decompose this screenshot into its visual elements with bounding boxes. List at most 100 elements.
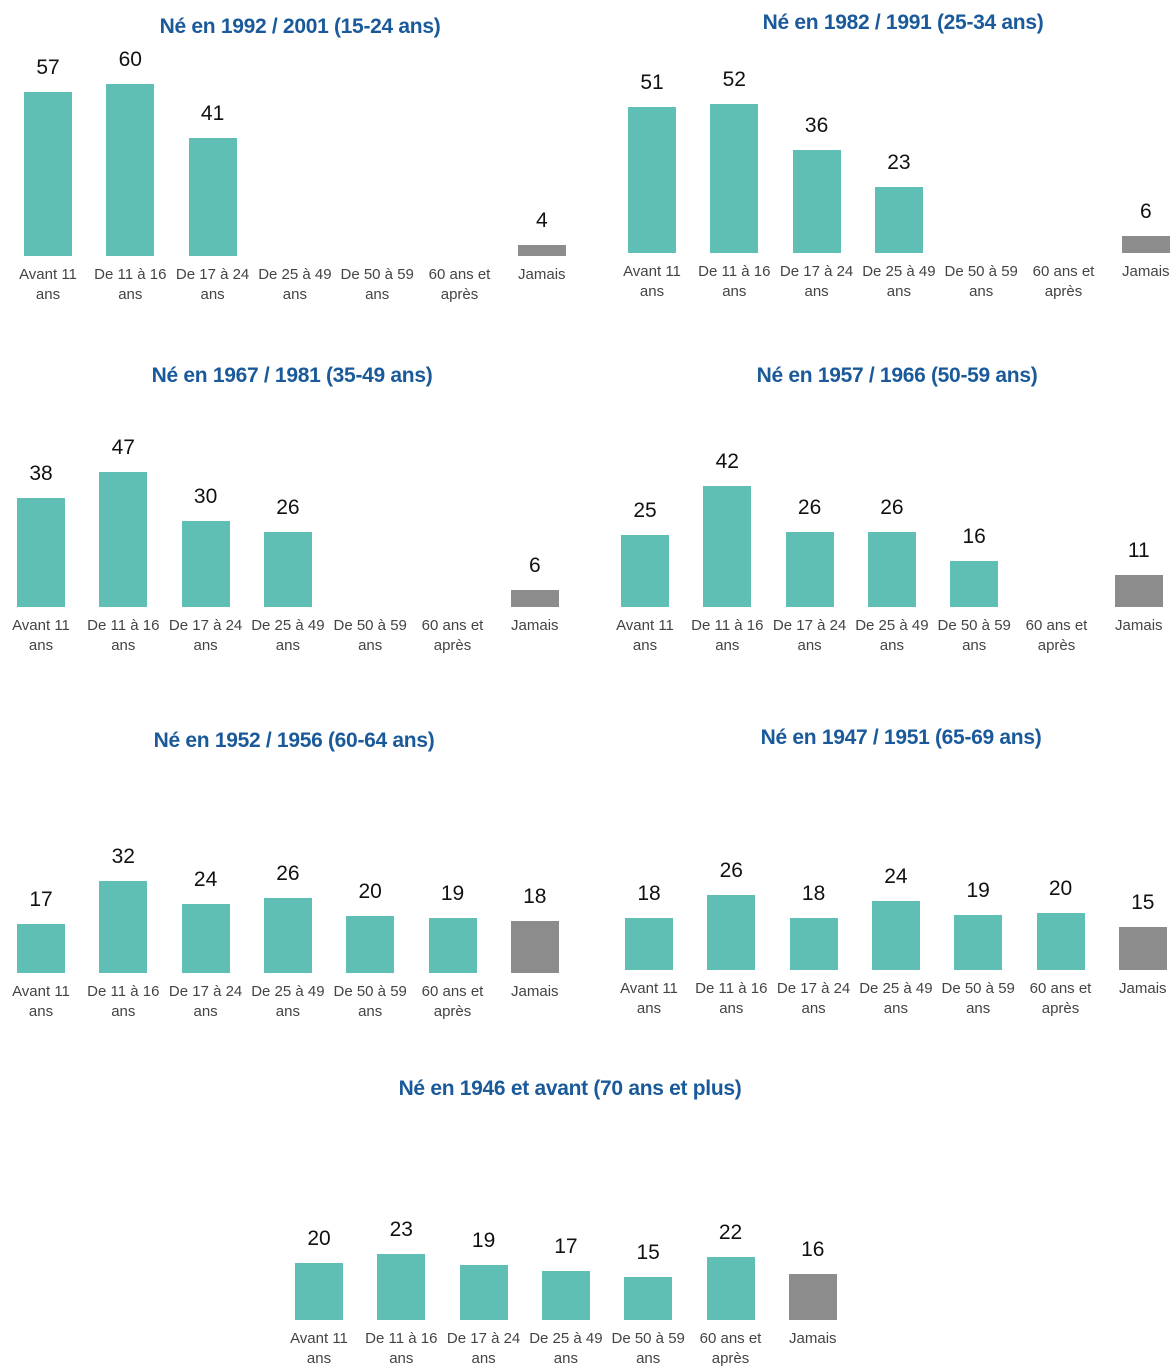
category-label: De 25 à 49 ans [258,266,332,303]
bar [1118,926,1167,970]
category-label: De 11 à 16 ans [87,617,160,654]
bar [703,486,752,607]
category-label: Jamais [511,983,559,1000]
bar [785,532,834,607]
value-label: 26 [797,496,822,520]
category-label: De 50 à 59 ans [333,617,407,654]
value-label: 19 [966,879,990,903]
value-label: 36 [804,113,829,137]
bar [99,881,148,973]
chart-title: Né en 1946 et avant (70 ans et plus) [398,1077,742,1100]
category-label: Avant 11 ans [623,263,681,300]
value-label: 22 [718,1220,743,1244]
category-label: Avant 11 ans [12,983,70,1020]
bar [874,186,923,253]
bar [628,106,676,253]
value-label: 26 [880,496,904,520]
bar [710,103,759,253]
chart-title: Né en 1982 / 1991 (25-34 ans) [762,11,1044,34]
bar [181,520,230,607]
value-label: 20 [307,1226,331,1250]
category-label: De 25 à 49 ans [529,1330,603,1367]
category-label: De 11 à 16 ans [695,980,768,1017]
bar [517,244,566,256]
bar [181,904,230,973]
bar [1114,575,1163,607]
category-label: Jamais [518,266,566,283]
category-label: De 50 à 59 ans [944,263,1018,300]
value-label: 20 [358,879,382,903]
bar [428,918,477,973]
value-label: 38 [29,461,53,485]
category-label: Jamais [789,1330,837,1347]
value-label: 18 [637,882,661,906]
category-label: De 50 à 59 ans [340,266,414,303]
bar [1036,912,1085,970]
category-label: De 17 à 24 ans [772,617,847,654]
category-label: De 50 à 59 ans [333,983,407,1020]
bar [789,918,838,970]
value-label: 32 [111,845,135,869]
category-label: De 25 à 49 ans [855,617,929,654]
value-label: 15 [1131,890,1155,914]
value-label: 23 [887,150,911,174]
category-label: De 17 à 24 ans [168,617,243,654]
bar [707,895,756,970]
bar [867,532,916,607]
value-label: 16 [962,525,986,549]
bar [99,472,148,607]
bar [950,561,999,607]
category-label: De 11 à 16 ans [698,263,771,300]
value-label: 11 [1127,539,1150,563]
category-label: Avant 11 ans [19,266,77,303]
category-label: De 17 à 24 ans [175,266,250,303]
value-label: 47 [111,436,135,460]
category-label: 60 ans et après [421,983,484,1020]
bar [17,924,65,973]
value-label: 60 [118,47,142,71]
category-label: 60 ans et après [421,617,484,654]
bar [188,138,237,256]
chart-title: Né en 1952 / 1956 (60-64 ans) [153,729,435,752]
category-label: 60 ans et après [428,266,491,303]
bar [106,83,155,256]
value-label: 20 [1048,876,1073,900]
bar [792,149,841,253]
chart-title: Né en 1992 / 2001 (15-24 ans) [159,15,441,38]
category-label: 60 ans et après [1029,980,1092,1017]
category-label: Jamais [1115,617,1163,634]
bar [346,915,395,973]
bar [541,1271,590,1320]
category-label: Jamais [511,617,559,634]
bar [1121,235,1170,253]
category-label: De 50 à 59 ans [941,980,1015,1017]
bar [459,1265,508,1320]
value-label: 26 [276,496,300,520]
value-label: 25 [633,499,657,523]
bar [954,915,1003,970]
category-label: De 11 à 16 ans [691,617,764,654]
bar [706,1256,755,1320]
category-label: 60 ans et après [1025,617,1088,654]
value-label: 26 [719,859,743,883]
bar [625,918,673,970]
category-label: 60 ans et après [699,1330,762,1367]
category-label: Avant 11 ans [12,617,70,654]
category-label: Jamais [1119,980,1167,997]
bar [24,92,72,256]
category-label: De 25 à 49 ans [251,983,325,1020]
category-label: De 50 à 59 ans [611,1330,685,1367]
chart-title: Né en 1957 / 1966 (50-59 ans) [756,364,1038,387]
value-label: 42 [715,450,739,474]
value-label: 24 [193,868,218,892]
bar [871,901,920,970]
category-label: Jamais [1122,263,1170,280]
category-label: De 17 à 24 ans [776,980,851,1017]
value-label: 30 [193,484,218,508]
value-label: 6 [528,553,541,577]
category-label: De 11 à 16 ans [94,266,167,303]
value-label: 23 [389,1217,413,1241]
bar [624,1276,673,1320]
category-label: Avant 11 ans [620,980,678,1017]
